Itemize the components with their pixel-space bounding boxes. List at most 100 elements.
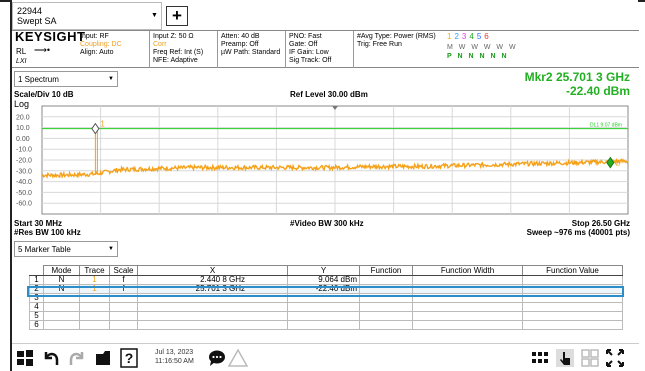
y-tick-label: 0.00	[16, 136, 30, 143]
align: Align: Auto	[80, 49, 114, 56]
trace-1	[41, 157, 629, 180]
fullscreen-icon[interactable]	[605, 348, 625, 368]
function-width-cell	[412, 293, 523, 303]
redo-icon[interactable]	[67, 348, 87, 368]
avg-cell: #Avg Type: Power (RMS) Trig: Free Run	[354, 31, 444, 68]
touch-icon[interactable]	[555, 348, 575, 368]
y-cell	[287, 311, 360, 321]
col-header: Trace	[79, 265, 110, 276]
function-cell	[359, 284, 413, 294]
brand-logo: KEYSIGHT	[15, 29, 86, 44]
marker-table-header: Mode Trace Scale X Y Function Function W…	[29, 265, 623, 276]
trace-cell	[79, 320, 110, 330]
add-screen-button[interactable]: +	[166, 6, 188, 26]
scale-cell	[109, 311, 138, 321]
windows-start-icon[interactable]	[15, 348, 35, 368]
trace-line	[41, 157, 629, 180]
marker-frequency: Mkr2 25.701 3 GHz	[524, 70, 630, 84]
res-bw[interactable]: #Res BW 100 kHz	[14, 228, 81, 237]
keypad-icon[interactable]	[530, 348, 550, 368]
function-value-cell	[522, 302, 623, 312]
undo-icon[interactable]	[41, 348, 61, 368]
trace-number: 2	[454, 32, 459, 41]
avg-type: #Avg Type: Power (RMS)	[357, 33, 436, 40]
corr-label: Corr	[153, 41, 167, 48]
y-tick-label: -10.0	[16, 147, 32, 154]
scale-cell	[109, 320, 138, 330]
ref-level: Ref Level 30.00 dBm	[290, 90, 368, 99]
y-cell	[287, 320, 360, 330]
marker-1-diamond-icon	[91, 122, 100, 135]
y-cell	[287, 293, 360, 303]
marker-2-diamond-icon	[606, 156, 615, 169]
message-icon[interactable]	[207, 348, 227, 368]
frame-border	[10, 0, 12, 371]
mode-select[interactable]: 22944 Swept SA ▼	[12, 2, 162, 30]
plot-grid	[41, 105, 629, 215]
table-row-selected[interactable]: 2 N 1 f 25.701 3 GHz -22.40 dBm	[29, 284, 623, 294]
trace-cell	[79, 311, 110, 321]
function-cell	[359, 311, 413, 321]
frame-border	[638, 0, 645, 2]
marker-2-label: 2	[615, 159, 620, 168]
trace-number: 3	[461, 32, 467, 41]
y-tick-label: -60.0	[16, 201, 32, 208]
table-row[interactable]: 5	[29, 311, 623, 321]
function-width-cell	[412, 302, 523, 312]
sweep-time[interactable]: Sweep ~976 ms (40001 pts)	[526, 228, 630, 237]
function-value-cell	[522, 284, 623, 294]
spectrum-plot[interactable]: 20.0 10.0 0.00 -10.0 -20.0 -30.0 -40.0 -50.0 -60…	[14, 101, 630, 216]
scale-cell: f	[109, 284, 138, 294]
help-icon[interactable]: ?	[119, 348, 139, 368]
scale-div: Scale/Div 10 dB	[14, 90, 74, 99]
video-bw[interactable]: #Video BW 300 kHz	[290, 219, 364, 228]
trace-cell	[79, 293, 110, 303]
file-folder-icon[interactable]	[93, 348, 113, 368]
uw-path: µW Path: Standard	[221, 49, 281, 56]
marker-table-window-select[interactable]: 5 Marker Table ▼	[14, 241, 118, 257]
svg-text:?: ?	[125, 350, 134, 366]
log-label: Log	[14, 99, 30, 109]
mode-cell	[43, 311, 80, 321]
y-tick-label: -40.0	[16, 179, 32, 186]
rl-label: RL	[16, 47, 27, 56]
col-header: X	[137, 265, 288, 276]
x-cell	[137, 302, 288, 312]
frame-border	[0, 0, 11, 2]
col-header: Function Width	[412, 265, 523, 276]
markers[interactable]: 12	[91, 120, 620, 175]
marker-readout: Mkr2 25.701 3 GHz -22.40 dBm	[482, 70, 630, 98]
trig: Trig: Free Run	[357, 41, 402, 48]
start-frequency[interactable]: Start 30 MHz	[14, 219, 63, 228]
spectrum-window-select[interactable]: 1 Spectrum ▼	[14, 71, 118, 87]
window-layout-icon[interactable]	[580, 348, 600, 368]
function-cell	[359, 275, 413, 285]
settings-panel[interactable]: KEYSIGHT RL ⟶• LXI Input: RF Coupling: D…	[12, 30, 639, 68]
table-row[interactable]: 4	[29, 302, 623, 312]
sig-track: Sig Track: Off	[289, 57, 332, 64]
y-tick-label: -30.0	[16, 168, 32, 175]
marker-table-window-label: 5 Marker Table	[18, 245, 71, 254]
display-line-label: DL1 9.07 dBm	[590, 123, 622, 129]
trace-number: 6	[484, 32, 489, 41]
display-line: DL1 9.07 dBm	[42, 123, 628, 130]
y-tick-label: 20.0	[16, 114, 30, 121]
mode-cell	[43, 320, 80, 330]
stop-frequency[interactable]: Stop 26.50 GHz	[571, 219, 630, 228]
table-row[interactable]: 1 N 1 f 2.440 8 GHz 9.064 dBm	[29, 275, 623, 285]
table-row[interactable]: 3	[29, 293, 623, 303]
function-width-cell	[412, 311, 523, 321]
input-rf: Input: RF	[80, 33, 109, 40]
table-row[interactable]: 6	[29, 320, 623, 330]
date-time: Jul 13, 2023 11:16:50 AM	[155, 348, 194, 366]
warning-icon[interactable]	[228, 348, 248, 368]
taskbar: ? Jul 13, 2023 11:16:50 AM	[12, 343, 639, 371]
freq-ref: Freq Ref: Int (S)	[153, 49, 204, 56]
pno-cell: PNO: Fast Gate: Off IF Gain: Low Sig Tra…	[286, 31, 354, 68]
x-cell	[137, 311, 288, 321]
gate: Gate: Off	[289, 41, 318, 48]
y-tick-label: 10.0	[16, 125, 30, 132]
marker-table[interactable]: Mode Trace Scale X Y Function Function W…	[29, 265, 623, 330]
nfe: NFE: Adaptive	[153, 57, 198, 64]
